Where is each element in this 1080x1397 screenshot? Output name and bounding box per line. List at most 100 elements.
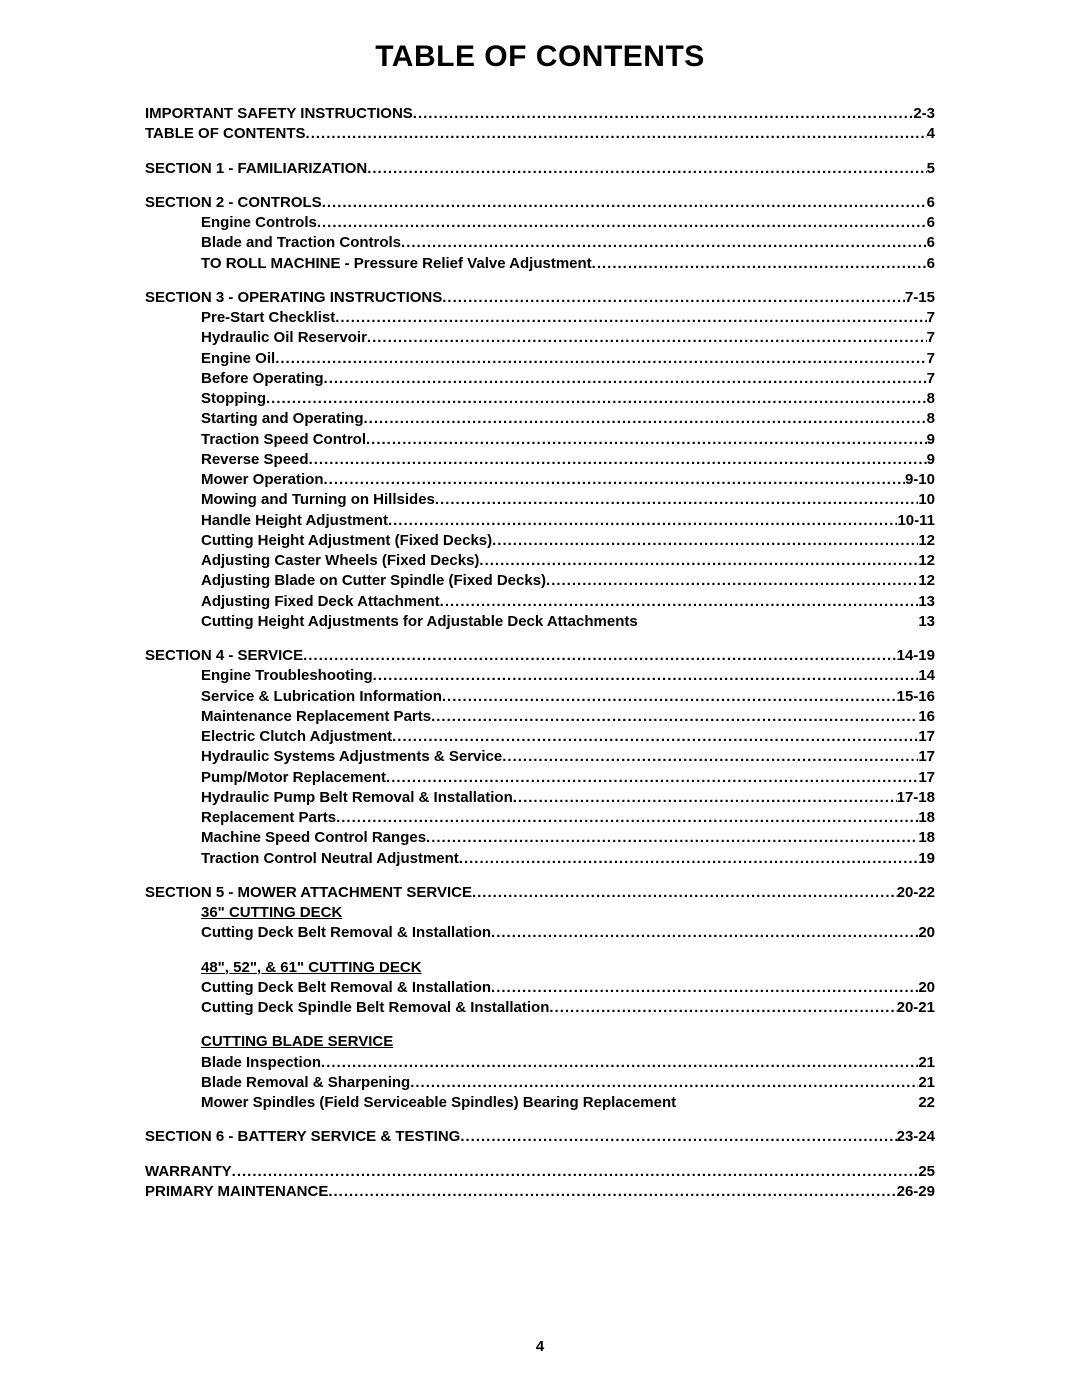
toc-label: Mower Operation <box>201 470 324 490</box>
toc-leader-dots <box>266 389 927 409</box>
toc-entry: TABLE OF CONTENTS4 <box>145 124 935 144</box>
toc-page: 12 <box>918 551 935 571</box>
toc-leader-dots <box>440 592 919 612</box>
toc-label: Adjusting Caster Wheels (Fixed Decks) <box>201 551 479 571</box>
toc-leader-dots <box>306 124 927 144</box>
toc-leader-dots <box>431 707 918 727</box>
spacer <box>145 1018 935 1032</box>
toc-page: 9-10 <box>905 470 935 490</box>
toc-entry: PRIMARY MAINTENANCE 26-29 <box>145 1182 935 1202</box>
toc-page: 19 <box>918 849 935 869</box>
toc-leader-dots <box>472 883 897 903</box>
toc-leader-dots <box>401 233 927 253</box>
toc-entry: Hydraulic Pump Belt Removal & Installati… <box>145 788 935 808</box>
toc-page: 2-3 <box>913 104 935 124</box>
toc-label: Before Operating <box>201 369 324 389</box>
toc-leader-dots <box>442 288 905 308</box>
toc-page: 13 <box>918 592 935 612</box>
toc-leader-dots <box>317 213 927 233</box>
group-spacer <box>145 1148 935 1162</box>
toc-leader-dots <box>328 1182 896 1202</box>
toc-label: WARRANTY <box>145 1162 232 1182</box>
toc-leader-dots <box>366 430 927 450</box>
toc-page: 13 <box>918 612 935 632</box>
toc-leader-dots <box>410 1073 918 1093</box>
toc-page: 14-19 <box>897 646 935 666</box>
toc-leader-dots <box>303 646 897 666</box>
toc-entry: Blade Inspection21 <box>145 1053 935 1073</box>
toc-entry: Engine Troubleshooting14 <box>145 666 935 686</box>
toc-entry: Service & Lubrication Information15-16 <box>145 687 935 707</box>
toc-page: 26-29 <box>897 1182 935 1202</box>
toc-page: 21 <box>918 1073 935 1093</box>
toc-page: 18 <box>918 808 935 828</box>
toc-page: 6 <box>927 254 935 274</box>
toc-entry: Mower Operation 9-10 <box>145 470 935 490</box>
toc-entry: WARRANTY25 <box>145 1162 935 1182</box>
toc-label: Handle Height Adjustment <box>201 511 388 531</box>
toc-entry: Cutting Deck Spindle Belt Removal & Inst… <box>145 998 935 1018</box>
toc-entry: Before Operating7 <box>145 369 935 389</box>
toc-label: Mowing and Turning on Hillsides <box>201 490 435 510</box>
toc-label: Cutting Deck Spindle Belt Removal & Inst… <box>201 998 549 1018</box>
toc-page: 17 <box>918 727 935 747</box>
toc-leader-dots <box>546 571 918 591</box>
toc-label: Adjusting Blade on Cutter Spindle (Fixed… <box>201 571 546 591</box>
toc-label: SECTION 3 - OPERATING INSTRUCTIONS <box>145 288 442 308</box>
toc-label: Pre-Start Checklist <box>201 308 335 328</box>
toc-label: Reverse Speed <box>201 450 309 470</box>
toc-entry: Traction Control Neutral Adjustment 19 <box>145 849 935 869</box>
toc-entry: SECTION 2 - CONTROLS6 <box>145 193 935 213</box>
toc-page: 17-18 <box>897 788 935 808</box>
toc-subheading: 48", 52", & 61" CUTTING DECK <box>145 958 935 978</box>
toc-label: Blade Inspection <box>201 1053 321 1073</box>
page-number: 4 <box>0 1338 1080 1355</box>
toc-page: 7 <box>927 328 935 348</box>
group-spacer <box>145 179 935 193</box>
toc-page: 17 <box>918 747 935 767</box>
toc-leader-dots <box>426 828 918 848</box>
toc-page: 8 <box>927 389 935 409</box>
toc-leader-dots <box>324 470 905 490</box>
toc-leader-dots <box>492 531 918 551</box>
toc-label: Electric Clutch Adjustment <box>201 727 392 747</box>
toc-label: IMPORTANT SAFETY INSTRUCTIONS <box>145 104 413 124</box>
page-title: TABLE OF CONTENTS <box>145 40 935 74</box>
toc-leader-dots <box>413 104 914 124</box>
toc-leader-dots <box>367 159 926 179</box>
toc-label: Traction Control Neutral Adjustment <box>201 849 459 869</box>
toc-leader-dots <box>460 1127 896 1147</box>
toc-page: 9 <box>927 450 935 470</box>
toc-leader-dots <box>502 747 918 767</box>
toc-entry: SECTION 1 - FAMILIARIZATION5 <box>145 159 935 179</box>
toc-leader-dots <box>513 788 897 808</box>
toc-entry: Starting and Operating8 <box>145 409 935 429</box>
toc-leader-dots <box>491 978 918 998</box>
toc-leader-dots <box>392 727 918 747</box>
toc-leader-dots <box>459 849 919 869</box>
toc-entry: Adjusting Blade on Cutter Spindle (Fixed… <box>145 571 935 591</box>
toc-page: 6 <box>927 213 935 233</box>
toc-page: 20-22 <box>897 883 935 903</box>
toc-page: 7 <box>927 349 935 369</box>
toc-leader-dots <box>491 923 918 943</box>
toc-page: 4 <box>927 124 935 144</box>
toc-label: Blade Removal & Sharpening <box>201 1073 410 1093</box>
toc-entry: Traction Speed Control9 <box>145 430 935 450</box>
toc-label: SECTION 1 - FAMILIARIZATION <box>145 159 367 179</box>
toc-leader-dots <box>324 369 927 389</box>
toc-label: SECTION 5 - MOWER ATTACHMENT SERVICE <box>145 883 472 903</box>
toc-label: Engine Troubleshooting <box>201 666 373 686</box>
toc-page: 20 <box>918 923 935 943</box>
toc-entry: Cutting Deck Belt Removal & Installation… <box>145 978 935 998</box>
toc-page: 9 <box>927 430 935 450</box>
toc-label: Cutting Height Adjustment (Fixed Decks) <box>201 531 492 551</box>
toc-page: 20 <box>918 978 935 998</box>
toc-label: Hydraulic Systems Adjustments & Service <box>201 747 502 767</box>
toc-label: Engine Controls <box>201 213 317 233</box>
toc-leader-dots <box>592 254 927 274</box>
toc-entry: Blade and Traction Controls6 <box>145 233 935 253</box>
toc-entry: Reverse Speed 9 <box>145 450 935 470</box>
toc-page: 18 <box>918 828 935 848</box>
table-of-contents: IMPORTANT SAFETY INSTRUCTIONS 2-3TABLE OF… <box>145 104 935 1202</box>
